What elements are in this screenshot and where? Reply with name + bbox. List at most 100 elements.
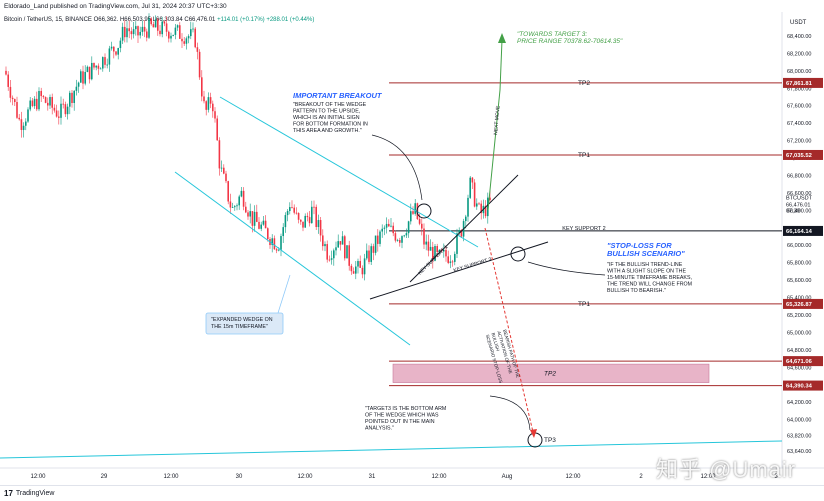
candle-body [326,244,328,260]
candle-body [42,96,45,98]
time-tick-label: 12:00 [297,474,313,480]
target3-note-text: "TARGET3 IS THE BOTTOM ARM [365,406,446,412]
time-tick-label: 12:00 [565,474,581,480]
candle-body [341,236,344,245]
price-chart[interactable]: USDT 68,400.00 68,200.00 68,000.00 67,800.00… [0,0,824,486]
candle-body [223,167,225,174]
price-tick-label: 68,000.00 [787,69,811,75]
price-level-tag-text: 66,164.14 [786,229,813,235]
breakout-text: "BREAKOUT OF THE WEDGE [293,102,367,108]
candle-body [119,40,122,49]
candle-body [161,21,163,35]
price-level-tag [783,77,823,88]
candle-body [69,92,71,107]
price-tick-label: 63,640.00 [787,449,811,455]
candle-body [256,211,258,222]
candle-body [196,47,199,52]
breakout-text: WHICH IS AN INITIAL SIGN [293,115,360,121]
last-symbol: BTCUSDT [786,196,813,202]
price-level-tag [783,356,823,367]
candle-body [322,235,324,247]
candle-body [421,223,423,229]
candle-body [300,219,302,222]
candle-body [240,190,243,197]
price-tick-label: 64,200.00 [787,400,811,406]
candle-body [201,77,203,97]
candle-body [229,201,232,208]
candle-body [77,82,80,87]
target3-note-text: ANALYSIS." [365,426,394,432]
candle-body [242,190,245,207]
candle-body [412,211,414,214]
candle-body [64,104,67,115]
candle-body [317,220,320,228]
ohlc-values: H66,503.95 L66,303.84 C66,476.01 [119,17,216,23]
price-level-tag-text: 65,326.87 [786,302,812,308]
candle-body [49,97,51,106]
breakout-text: PATTERN TO THE UPSIDE, [293,109,360,115]
wedge-upper-line [219,96,479,248]
price-level-tag-text: 67,035.52 [786,153,812,159]
candle-body [286,211,289,216]
candle-body [143,26,146,32]
tp2-zone-label: TP2 [544,370,556,377]
candle-body [278,249,280,251]
candle-body [33,98,36,107]
candle-body [60,103,62,118]
tp1-lower-label: TP1 [578,301,590,308]
candle-body [427,241,430,251]
candle-body [280,236,282,250]
stoploss-text: WITH A SLIGHT SLOPE ON THE [607,269,686,275]
candle-body [289,207,291,212]
tp2-label: TP2 [578,80,590,87]
candle-body [132,29,135,35]
candle-body [218,140,221,169]
candle-body [385,223,388,228]
brand-name: TradingView [15,490,55,497]
candle-body [454,253,456,262]
candle-body [469,177,471,198]
candle-body [478,203,480,205]
candle-body [366,250,368,259]
tradingview-logo[interactable]: 17 TradingView [4,489,54,498]
candle-body [209,97,212,104]
candle-body [157,19,159,31]
candle-body [88,66,91,80]
price-tick-label: 67,200.00 [787,139,811,145]
candle-body [476,203,478,207]
candle-body [190,29,192,37]
bearish-path-line [484,227,534,433]
candle-body [80,71,82,83]
watermark: 知乎 @Umair [656,457,797,482]
candle-body [405,233,408,236]
candle-body [273,238,276,250]
candle-body [401,236,403,243]
last-price: 66,476.01 [786,203,810,209]
price-level-tag [783,380,823,391]
candle-body [154,19,157,28]
tv-logo-icon: 17 [4,489,13,498]
candle-body [214,111,216,119]
tp3-circle [527,432,543,448]
candle-body [372,246,375,253]
candle-body [394,233,397,241]
candle-body [368,250,370,262]
candle-body [346,245,348,259]
ohlc-open: O66,362. [93,17,119,23]
candle-body [135,26,137,30]
candle-body [306,215,309,218]
candle-body [106,64,108,66]
time-tick-label: 31 [369,474,376,480]
candle-body [7,74,9,87]
candle-body [84,71,86,84]
candle-body [423,228,425,245]
candle-body [47,102,49,106]
bearish-path-arrowhead [530,429,537,438]
price-tick-label: 66,400.00 [787,208,811,214]
price-tick-label: 67,400.00 [787,121,811,127]
candle-body [99,68,102,70]
price-tick-label: 66,800.00 [787,173,811,179]
candle-body [458,230,460,234]
candle-body [414,203,416,214]
symbol-name[interactable]: Bitcoin / TetherUS, 15, BINANCE [4,17,92,23]
